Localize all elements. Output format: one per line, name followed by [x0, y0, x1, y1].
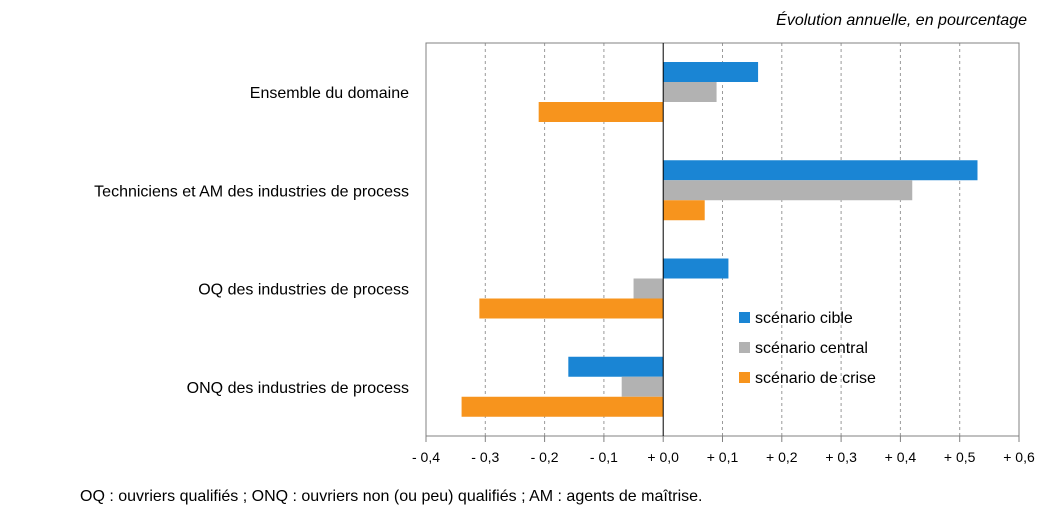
legend-swatch [739, 342, 750, 353]
category-label: ONQ des industries de process [187, 380, 409, 397]
bar [633, 278, 664, 299]
x-axis: - 0,4 - 0,3 - 0,2 - 0,1 + 0,0 + 0,1 + 0,2 + 0,3… [412, 436, 1035, 465]
legend-swatch [739, 312, 750, 323]
legend-label: scénario cible [755, 310, 853, 327]
legend-label: scénario de crise [755, 370, 876, 387]
legend-swatch [739, 372, 750, 383]
x-tick-label: + 0,2 [766, 449, 798, 465]
category-label: Techniciens et AM des industries de proc… [94, 183, 409, 200]
bar [663, 200, 705, 221]
x-tick-label: + 0,1 [707, 449, 739, 465]
bar-chart: - 0,4 - 0,3 - 0,2 - 0,1 + 0,0 + 0,1 + 0,2 + 0,3… [94, 42, 1035, 465]
x-tick-label: + 0,4 [885, 449, 917, 465]
bar [538, 102, 664, 122]
legend-label: scénario central [755, 340, 868, 357]
bar [568, 356, 664, 377]
x-tick-label: - 0,2 [531, 449, 559, 465]
bar [479, 298, 664, 319]
bars [461, 62, 978, 417]
bar [663, 62, 759, 82]
x-tick-label: - 0,3 [471, 449, 499, 465]
legend: scénario cible scénario central scénario d… [739, 310, 876, 387]
bar [663, 82, 717, 102]
category-label: OQ des industries de process [198, 282, 409, 299]
grid-lines [484, 43, 961, 436]
bar [461, 396, 664, 417]
x-tick-label: + 0,6 [1003, 449, 1035, 465]
bar [663, 180, 913, 201]
x-tick-label: + 0,5 [944, 449, 976, 465]
bar [663, 160, 978, 181]
bar [663, 258, 729, 279]
category-label: Ensemble du domaine [250, 85, 409, 102]
plot-frame [425, 42, 1020, 437]
footnote: OQ : ouvriers qualifiés ; ONQ : ouvriers… [80, 488, 703, 505]
x-tick-label: + 0,3 [825, 449, 857, 465]
x-tick-label: + 0,0 [647, 449, 679, 465]
bar [621, 376, 664, 397]
unit-note: Évolution annuelle, en pourcentage [776, 12, 1027, 29]
category-labels: Ensemble du domaine Techniciens et AM des… [94, 85, 409, 397]
x-tick-label: - 0,1 [590, 449, 618, 465]
x-tick-label: - 0,4 [412, 449, 440, 465]
